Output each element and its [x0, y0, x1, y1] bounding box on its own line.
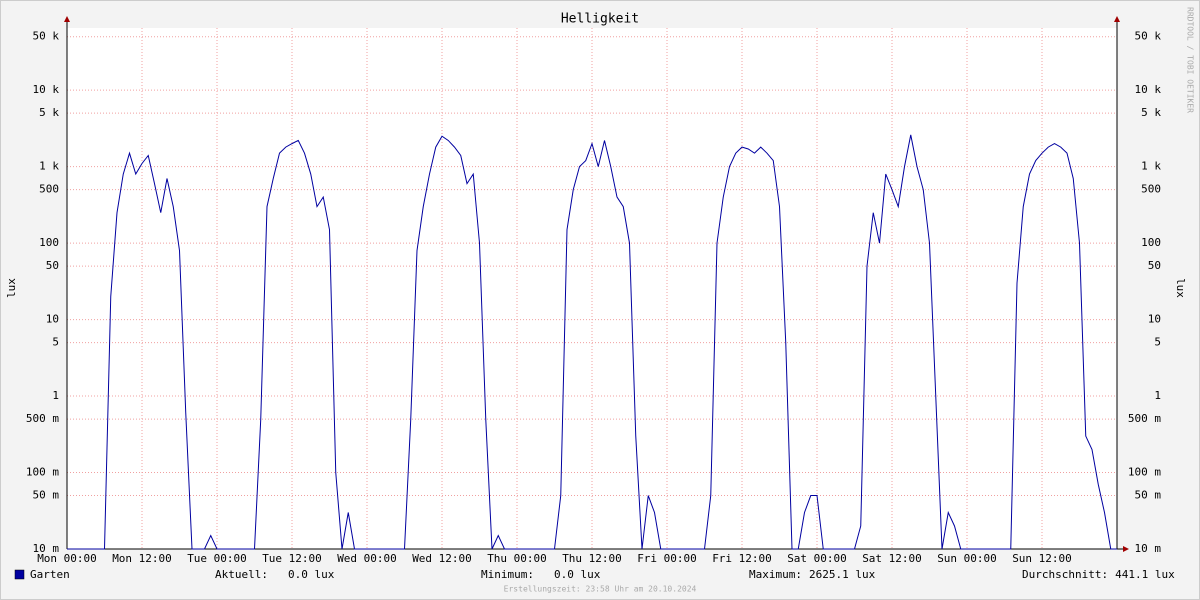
y-tick-label-right: 500 m [1128, 412, 1161, 425]
legend-stat-value: 0.0 lux [288, 568, 335, 581]
plot-area [67, 28, 1117, 549]
axis-arrow [1114, 16, 1120, 22]
y-tick-label-right: 1 [1154, 389, 1161, 402]
footer: Erstellungszeit: 23:58 Uhr am 20.10.2024 [504, 585, 697, 594]
y-tick-label: 10 k [33, 83, 60, 96]
y-tick-label-right: 100 m [1128, 466, 1161, 479]
x-tick-label: Thu 00:00 [487, 552, 547, 565]
y-tick-label: 50 m [33, 489, 60, 502]
y-tick-label: 50 k [33, 30, 60, 43]
axis-arrow [1123, 546, 1129, 552]
x-tick-label: Tue 00:00 [187, 552, 247, 565]
legend-stat-value: 441.1 lux [1115, 568, 1175, 581]
x-tick-label: Sun 00:00 [937, 552, 997, 565]
legend-label: Garten [30, 568, 70, 581]
y-tick-label: 50 [46, 259, 59, 272]
x-tick-label: Wed 12:00 [412, 552, 472, 565]
x-tick-label: Wed 00:00 [337, 552, 397, 565]
x-tick-label: Fri 00:00 [637, 552, 697, 565]
legend-stat-value: 2625.1 lux [809, 568, 876, 581]
y-tick-label-right: 10 [1148, 313, 1161, 326]
y-axis-label-right: lux [1174, 278, 1187, 298]
legend-stat-label: Durchschnitt: [1022, 568, 1108, 581]
legend-swatch [14, 569, 25, 580]
axis-arrow [64, 16, 70, 22]
x-tick-label: Sat 00:00 [787, 552, 847, 565]
data-line [67, 134, 1117, 550]
y-tick-label: 10 [46, 313, 59, 326]
y-tick-label: 1 k [39, 160, 59, 173]
x-tick-label: Thu 12:00 [562, 552, 622, 565]
y-tick-label-right: 500 [1141, 183, 1161, 196]
y-tick-label-right: 1 k [1141, 160, 1161, 173]
y-tick-label: 5 k [39, 106, 59, 119]
y-tick-label-right: 10 m [1135, 542, 1162, 555]
y-tick-label: 1 [52, 389, 59, 402]
legend-stat-label: Minimum: [481, 568, 534, 581]
chart-title: Helligkeit [561, 12, 639, 27]
y-tick-label: 5 [52, 336, 59, 349]
x-tick-label: Tue 12:00 [262, 552, 322, 565]
y-tick-label-right: 5 k [1141, 106, 1161, 119]
x-tick-label: Sun 12:00 [1012, 552, 1072, 565]
y-tick-label-right: 50 [1148, 259, 1161, 272]
y-tick-label-right: 50 k [1135, 30, 1162, 43]
y-tick-label: 10 m [33, 542, 60, 555]
y-tick-label: 500 m [26, 412, 59, 425]
x-tick-label: Sat 12:00 [862, 552, 922, 565]
y-tick-label-right: 10 k [1135, 83, 1162, 96]
legend-stat-label: Maximum: [749, 568, 802, 581]
watermark: RRDTOOL / TOBI OETIKER [1186, 7, 1195, 113]
legend-stat-value: 0.0 lux [554, 568, 601, 581]
y-tick-label: 100 [39, 236, 59, 249]
legend-stat-label: Aktuell: [215, 568, 268, 581]
x-tick-label: Mon 00:00 [37, 552, 97, 565]
y-tick-label: 100 m [26, 466, 59, 479]
y-tick-label-right: 5 [1154, 336, 1161, 349]
y-axis-label: lux [5, 278, 18, 298]
x-tick-label: Mon 12:00 [112, 552, 172, 565]
y-tick-label: 500 [39, 183, 59, 196]
x-tick-label: Fri 12:00 [712, 552, 772, 565]
y-tick-label-right: 100 [1141, 236, 1161, 249]
y-tick-label-right: 50 m [1135, 489, 1162, 502]
